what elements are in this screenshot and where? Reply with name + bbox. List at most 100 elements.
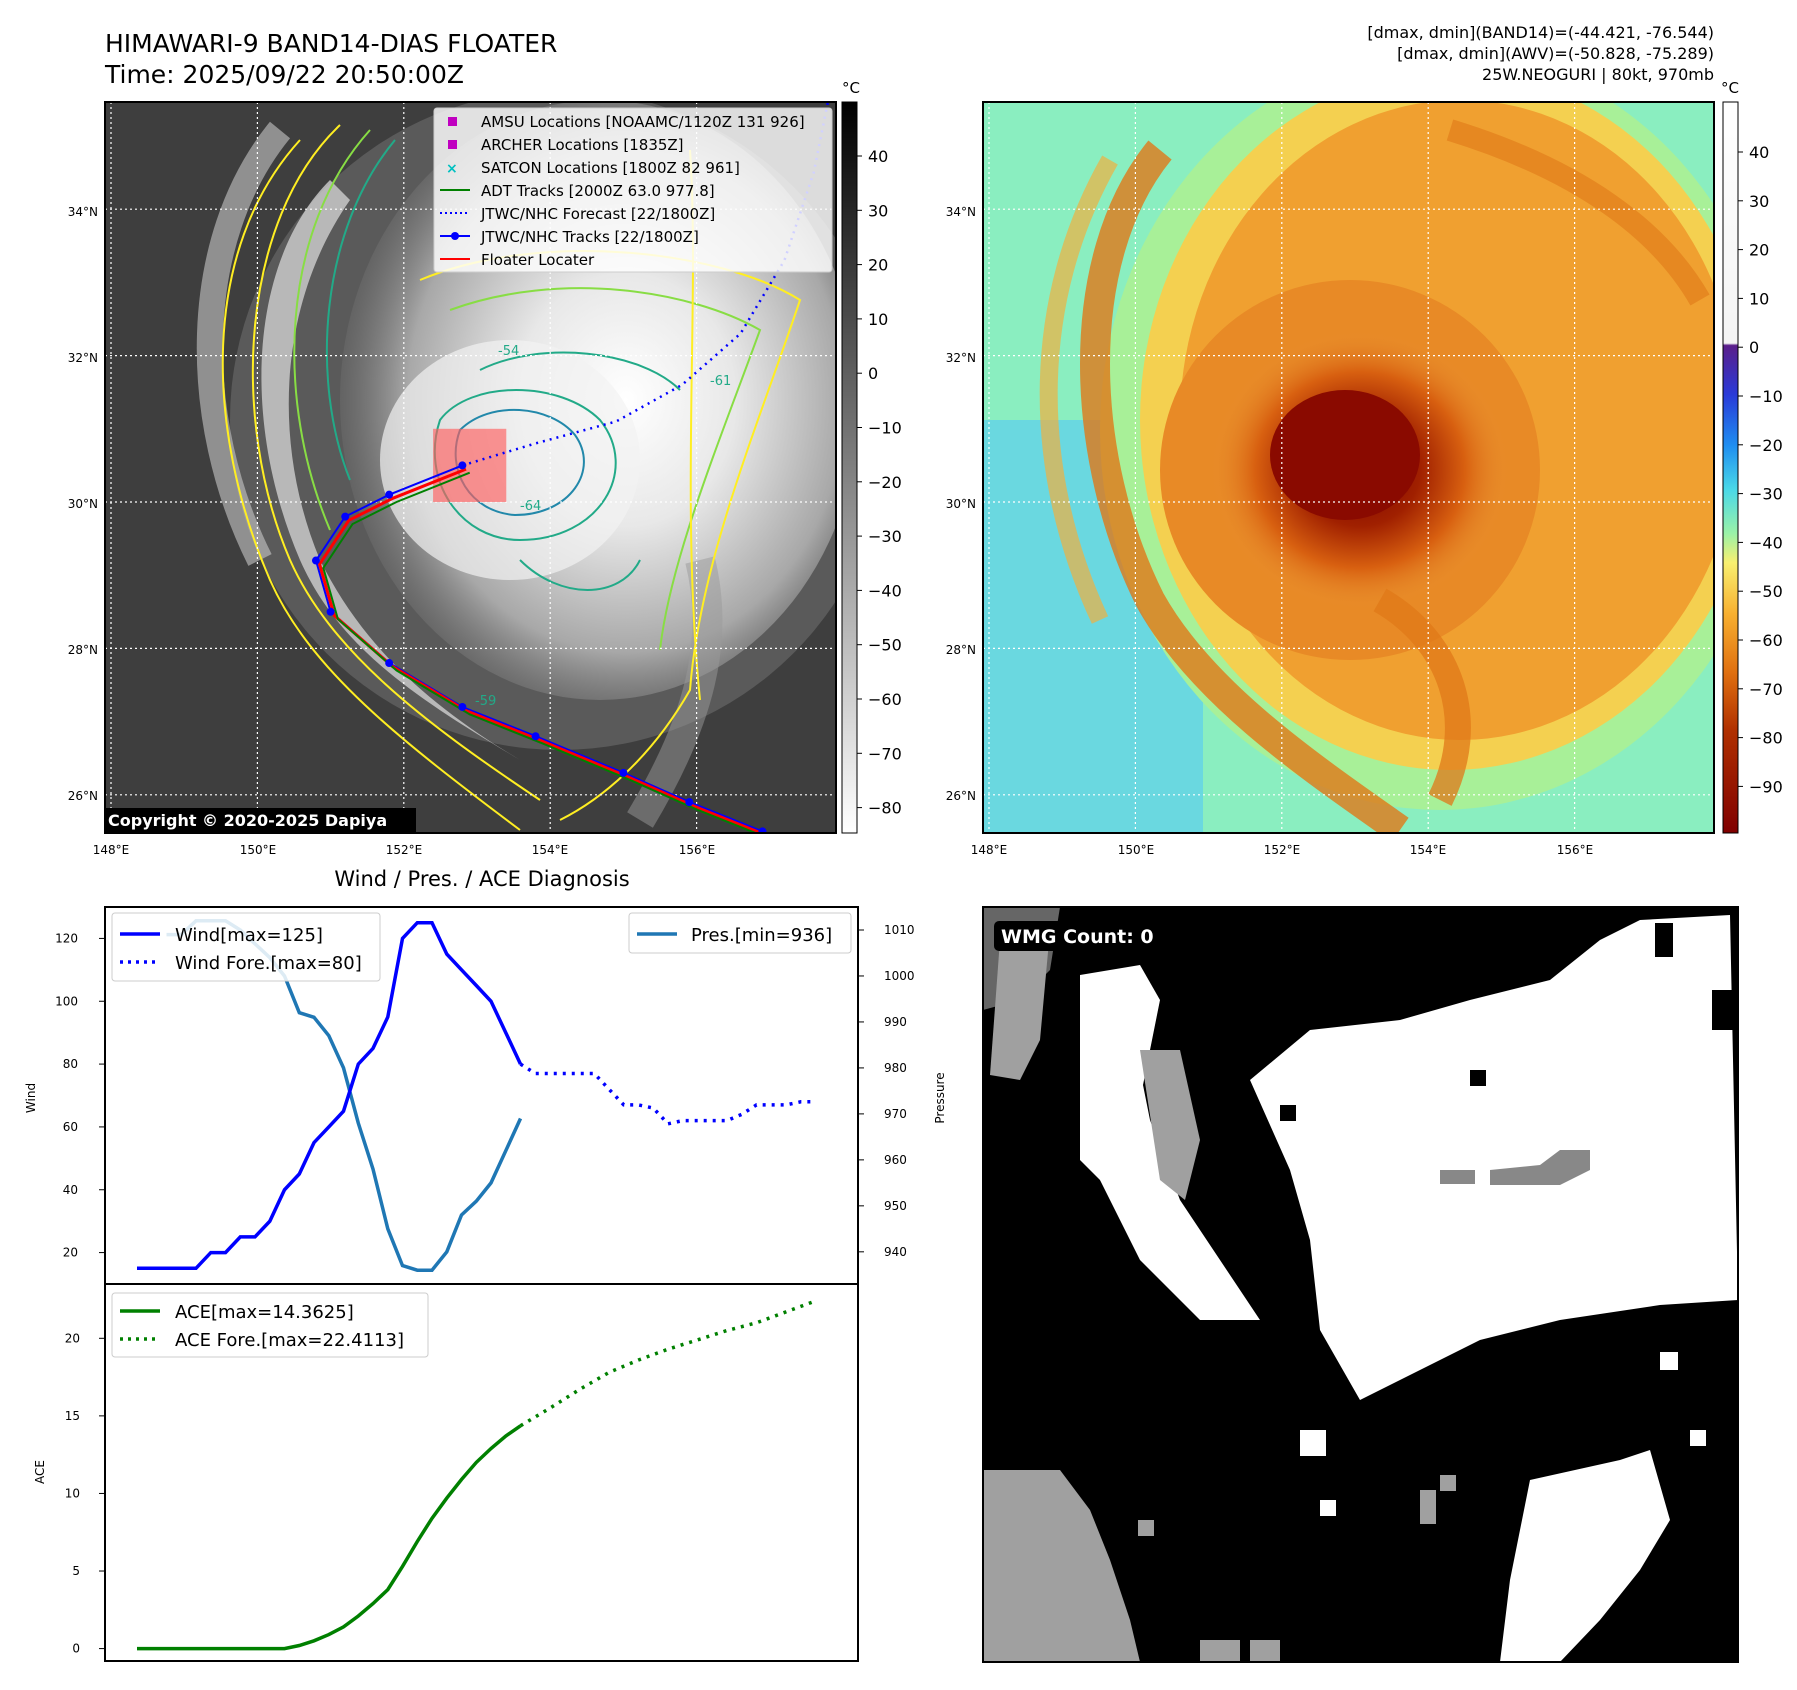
wind-legend: Wind[max=125] Wind Fore.[max=80] bbox=[111, 912, 381, 982]
stats-line-band14: [dmax, dmin](BAND14)=(-44.421, -76.544) bbox=[1367, 23, 1714, 42]
pressure-legend: Pres.[min=936] bbox=[628, 912, 852, 954]
pressure-tick-label: 960 bbox=[884, 1153, 907, 1167]
awv-lat-ticks: 34°N 32°N 30°N 28°N 26°N bbox=[946, 205, 976, 803]
track-point bbox=[458, 461, 467, 470]
wind-tick-label: 20 bbox=[63, 1246, 78, 1260]
pressure-tick-label: 950 bbox=[884, 1199, 907, 1213]
archer-marker-icon bbox=[448, 140, 457, 149]
ir-legend: AMSU Locations [NOAAMC/1120Z 131 926] AR… bbox=[433, 107, 833, 273]
contour-label: -61 bbox=[710, 374, 731, 389]
contour-labels: -54 -61 -64 -59 bbox=[475, 344, 731, 709]
ir-map-frame bbox=[104, 101, 837, 834]
track-point bbox=[311, 556, 320, 565]
awv-lon-ticks: 148°E 150°E 152°E 154°E 156°E bbox=[971, 843, 1594, 857]
main-title: HIMAWARI-9 BAND14-DIAS FLOATER Time: 202… bbox=[105, 28, 557, 90]
colorbar-tick-label: −50 bbox=[1749, 582, 1783, 601]
colorbar-tick-label: −20 bbox=[1749, 436, 1783, 455]
adt-track-line bbox=[322, 471, 759, 833]
ace-panel: 0 5 10 15 20 ACE ACE[max=14.3625] ACE Fore.[… bbox=[33, 1283, 859, 1662]
colorbar-tick-label: −40 bbox=[868, 581, 902, 600]
jtwc-forecast-line bbox=[462, 102, 830, 467]
ace-tick-label: 20 bbox=[65, 1331, 80, 1345]
lat-tick-label: 32°N bbox=[68, 351, 98, 365]
track-point bbox=[341, 512, 350, 521]
contour-label: -64 bbox=[520, 499, 541, 514]
lat-tick-label: 30°N bbox=[68, 497, 98, 511]
colorbar-tick-label: −30 bbox=[868, 527, 902, 546]
wind-fore-legend-label: Wind Fore.[max=80] bbox=[175, 953, 362, 974]
lon-tick-label: 150°E bbox=[1118, 843, 1155, 857]
wmg-frame bbox=[982, 906, 1739, 1663]
pressure-tick-label: 970 bbox=[884, 1107, 907, 1121]
pressure-legend-label: Pres.[min=936] bbox=[691, 925, 832, 946]
ace-series-line bbox=[137, 1424, 522, 1651]
legend-label: AMSU Locations [NOAAMC/1120Z 131 926] bbox=[481, 113, 805, 131]
wind-tick-label: 40 bbox=[63, 1183, 78, 1197]
track-point bbox=[385, 490, 394, 499]
lon-tick-label: 156°E bbox=[679, 843, 716, 857]
colorbar-tick-label: −70 bbox=[868, 744, 902, 763]
colorbar-tick-label: 10 bbox=[868, 310, 888, 329]
colorbar-tick-label: −40 bbox=[1749, 533, 1783, 552]
wmg-label-box bbox=[994, 921, 1172, 951]
wind-pressure-panel: 20 40 60 80 100 120 940 950 960 970 980 990 1000 101… bbox=[24, 906, 947, 1285]
colorbar-tick-label: 40 bbox=[868, 147, 888, 166]
colorbar-tick-label: 0 bbox=[1749, 338, 1759, 357]
lon-tick-label: 154°E bbox=[532, 843, 569, 857]
lon-tick-label: 148°E bbox=[971, 843, 1008, 857]
copyright-box bbox=[104, 808, 416, 833]
awv-colorbar bbox=[1722, 101, 1739, 834]
colorbar-tick-label: 40 bbox=[1749, 143, 1769, 162]
legend-label: ADT Tracks [2000Z 63.0 977.8] bbox=[481, 182, 715, 200]
ace-tick-label: 5 bbox=[72, 1564, 80, 1578]
colorbar-tick-label: −80 bbox=[868, 799, 902, 818]
colorbar-tick-label: −10 bbox=[868, 419, 902, 438]
track-point bbox=[685, 798, 694, 807]
legend-label: JTWC/NHC Tracks [22/1800Z] bbox=[480, 228, 699, 246]
ace-axis-label: ACE bbox=[33, 1460, 47, 1484]
amsu-marker-icon bbox=[448, 117, 457, 126]
legend-label: ARCHER Locations [1835Z] bbox=[481, 136, 684, 154]
colorbar-tick-label: −20 bbox=[868, 473, 902, 492]
legend-label: Floater Locater bbox=[481, 251, 595, 269]
lat-tick-label: 32°N bbox=[946, 351, 976, 365]
ir-lat-ticks: 34°N 32°N 30°N 28°N 26°N bbox=[68, 205, 98, 803]
wind-y-ticks: 20 40 60 80 100 120 bbox=[55, 931, 105, 1260]
copyright-text: Copyright © 2020-2025 Dapiya bbox=[108, 811, 387, 830]
wind-tick-label: 100 bbox=[55, 994, 78, 1008]
lon-tick-label: 152°E bbox=[1264, 843, 1301, 857]
lat-tick-label: 34°N bbox=[946, 205, 976, 219]
lon-tick-label: 156°E bbox=[1557, 843, 1594, 857]
legend-label: SATCON Locations [1800Z 82 961] bbox=[481, 159, 740, 177]
lat-tick-label: 26°N bbox=[946, 789, 976, 803]
awv-gridlines bbox=[983, 102, 1714, 833]
wind-legend-label: Wind[max=125] bbox=[175, 925, 323, 946]
pressure-axis-label: Pressure bbox=[933, 1072, 947, 1123]
satcon-x-icon: × bbox=[446, 161, 458, 177]
wind-axis-label: Wind bbox=[24, 1083, 38, 1113]
colorbar-tick-label: 10 bbox=[1749, 289, 1769, 308]
floater-box bbox=[433, 428, 507, 502]
contour-label: -54 bbox=[498, 344, 519, 359]
track-point bbox=[531, 732, 540, 741]
awv-map-frame bbox=[982, 101, 1715, 834]
colorbar-tick-label: −60 bbox=[1749, 631, 1783, 650]
lon-tick-label: 152°E bbox=[386, 843, 423, 857]
awv-colorbar-unit: °C bbox=[1721, 79, 1739, 97]
ir-colorbar-unit: °C bbox=[842, 79, 860, 97]
stats-line-storm: 25W.NEOGURI | 80kt, 970mb bbox=[1482, 65, 1714, 84]
colorbar-tick-label: 0 bbox=[868, 364, 878, 383]
lat-tick-label: 26°N bbox=[68, 789, 98, 803]
contour-label: -59 bbox=[475, 694, 496, 709]
colorbar-tick-label: 20 bbox=[1749, 241, 1769, 260]
wind-tick-label: 60 bbox=[63, 1120, 78, 1134]
wind-tick-label: 80 bbox=[63, 1057, 78, 1071]
track-point bbox=[326, 607, 335, 616]
colorbar-tick-label: −10 bbox=[1749, 387, 1783, 406]
colorbar-tick-label: 20 bbox=[868, 256, 888, 275]
lon-tick-label: 150°E bbox=[240, 843, 277, 857]
track-dot-icon bbox=[451, 232, 459, 240]
pressure-tick-label: 1000 bbox=[884, 969, 915, 983]
track-point bbox=[458, 702, 467, 711]
